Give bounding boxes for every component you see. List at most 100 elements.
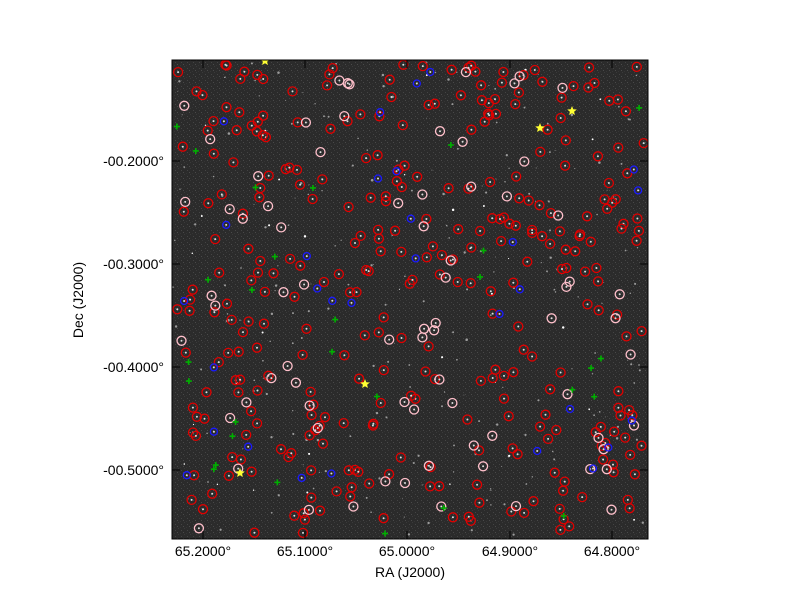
red-circle-marker <box>355 109 366 120</box>
red-circle-marker-core <box>559 117 562 119</box>
plot-frame <box>171 59 649 540</box>
pink-circle-marker <box>339 110 350 122</box>
background-star <box>494 87 497 90</box>
red-circle-marker-core <box>250 124 253 127</box>
red-circle-marker <box>246 275 257 286</box>
red-circle-marker-core <box>402 63 405 66</box>
background-star <box>494 256 496 258</box>
background-star <box>421 484 423 486</box>
red-circle-marker <box>407 274 418 286</box>
red-circle-marker <box>512 449 523 460</box>
background-star <box>299 181 303 185</box>
red-circle-marker <box>498 370 510 382</box>
x-tick-label-3: 64.9000° <box>482 543 538 559</box>
pink-circle-marker <box>546 313 557 324</box>
red-circle-marker-core <box>642 142 645 145</box>
red-circle-marker-core <box>257 271 259 274</box>
red-circle-marker-core <box>319 509 321 512</box>
red-circle-marker <box>556 263 568 275</box>
pink-circle-marker-core <box>427 464 430 467</box>
red-circle-marker <box>178 206 189 217</box>
red-circle-marker-core <box>450 68 453 71</box>
background-star <box>192 423 195 426</box>
red-circle-marker-core <box>350 486 353 489</box>
red-circle-marker <box>325 123 336 134</box>
green-cross-marker <box>274 479 281 486</box>
pink-circle-marker <box>300 117 312 128</box>
blue-circle-marker-core <box>511 241 514 244</box>
background-star <box>204 124 207 126</box>
background-star <box>366 149 369 151</box>
red-circle-marker-core <box>636 217 639 220</box>
pink-circle-marker-core <box>557 214 560 217</box>
background-star <box>571 368 573 370</box>
pink-circle-marker <box>614 289 625 300</box>
blue-circle-marker <box>327 469 336 478</box>
red-circle-marker <box>231 125 242 136</box>
pink-circle-marker <box>501 191 513 202</box>
blue-circle-marker <box>182 471 191 480</box>
red-circle-marker <box>257 110 269 121</box>
red-circle-marker <box>235 73 246 85</box>
pink-circle-marker-core <box>343 115 346 118</box>
red-circle-marker <box>359 330 370 341</box>
red-circle-marker <box>475 375 487 387</box>
pink-circle-marker-core <box>515 505 517 508</box>
red-circle-marker <box>465 278 476 289</box>
red-circle-marker-core <box>502 71 505 73</box>
red-circle-marker-core <box>206 129 209 132</box>
pink-circle-marker-core <box>348 83 351 86</box>
red-circle-marker <box>636 325 647 337</box>
red-circle-marker <box>484 176 496 188</box>
background-star <box>260 79 262 81</box>
red-circle-marker <box>609 426 620 437</box>
red-circle-marker-core <box>305 327 308 330</box>
red-circle-marker <box>172 304 183 315</box>
blue-circle-marker-core <box>637 189 640 192</box>
pink-circle-marker-core <box>346 82 349 85</box>
red-circle-marker <box>633 225 645 237</box>
background-star <box>239 319 241 321</box>
pink-circle-marker <box>445 255 456 266</box>
background-star <box>588 408 591 411</box>
red-circle-marker <box>399 160 410 171</box>
red-circle-marker-core <box>318 424 321 427</box>
red-circle-marker <box>561 262 572 274</box>
red-circle-marker <box>557 485 569 496</box>
green-cross-marker <box>329 348 336 355</box>
red-circle-marker-core <box>544 413 547 416</box>
pink-circle-marker-core <box>439 130 441 133</box>
red-circle-marker <box>353 373 365 384</box>
red-circle-marker-core <box>191 406 194 409</box>
y-axis-title: Dec (J2000) <box>70 262 86 338</box>
red-circle-marker <box>252 385 263 396</box>
pink-circle-marker <box>466 181 477 192</box>
red-circle-marker-core <box>617 146 620 149</box>
red-circle-marker-core <box>488 114 491 117</box>
red-circle-marker <box>396 332 407 344</box>
red-circle-marker <box>333 268 345 280</box>
red-circle-marker-core <box>635 239 638 242</box>
background-star <box>207 481 209 483</box>
red-circle-marker <box>372 150 383 161</box>
background-star <box>312 487 315 490</box>
pink-circle-marker <box>224 203 235 215</box>
background-star <box>449 483 451 485</box>
red-circle-marker-core <box>581 496 584 499</box>
background-star <box>307 310 310 313</box>
pink-circle-marker <box>601 464 612 475</box>
red-circle-marker <box>534 421 546 432</box>
background-star <box>285 99 287 101</box>
red-circle-marker-core <box>631 414 634 417</box>
red-circle-marker-core <box>427 345 430 348</box>
red-circle-marker <box>496 77 508 88</box>
background-star <box>490 504 492 506</box>
red-circle-marker-core <box>487 102 490 105</box>
pink-circle-marker-core <box>464 71 467 74</box>
red-circle-marker-core <box>517 325 520 328</box>
red-circle-marker <box>363 265 374 277</box>
red-circle-marker <box>246 466 257 477</box>
x-axis-title: RA (J2000) <box>375 564 445 580</box>
red-circle-marker <box>191 86 202 97</box>
pink-circle-marker <box>460 66 472 78</box>
